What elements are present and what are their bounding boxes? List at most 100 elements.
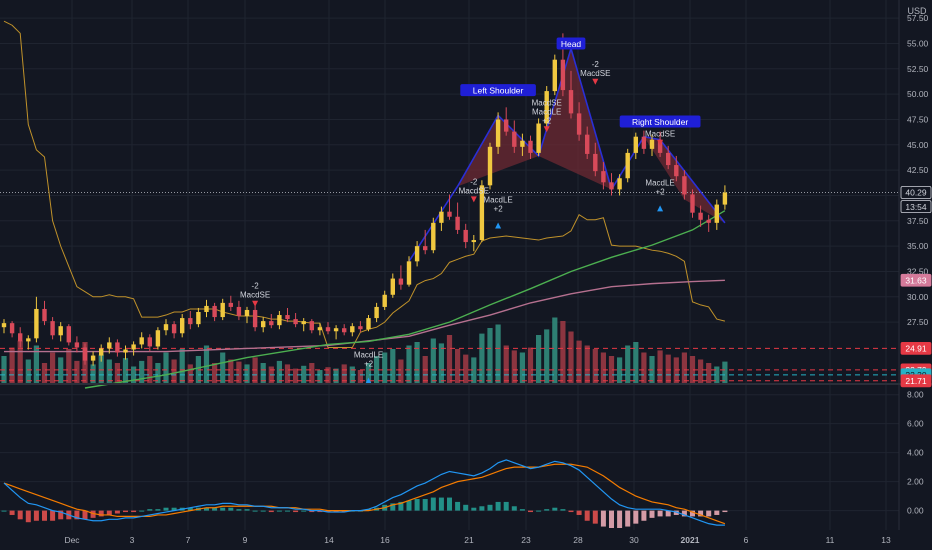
- macd-histogram-bar: [74, 510, 80, 520]
- volume-bar: [568, 331, 574, 384]
- macd-histogram-bar: [398, 501, 404, 511]
- candle-body: [212, 305, 217, 318]
- candle-body: [666, 152, 671, 166]
- macd-histogram-bar: [1, 510, 7, 512]
- candle-body: [58, 326, 63, 336]
- volume-bar: [293, 368, 299, 384]
- strategy-signals: -2MacdSEMacdLE+2-2MacdSEMacdLE+2MacdSEMa…: [240, 37, 701, 384]
- macd-histogram-bar: [430, 497, 436, 511]
- candle-body: [504, 119, 509, 132]
- candle-body: [155, 330, 161, 347]
- macd-axis[interactable]: 8.00 6.00 4.00 2.00 0.00: [907, 390, 924, 516]
- volume-bar: [309, 363, 315, 384]
- candle-body: [495, 119, 501, 147]
- candle-body: [552, 59, 557, 92]
- candle-body: [447, 211, 452, 217]
- macd-histogram-bar: [106, 510, 112, 515]
- macd-histogram-bar: [609, 510, 614, 528]
- candle-body: [285, 315, 290, 320]
- candle-body: [220, 302, 225, 318]
- candle-body: [131, 344, 136, 350]
- candle-body: [463, 229, 468, 243]
- price-tag-label: 13:54: [905, 202, 927, 212]
- volume-bar: [689, 356, 696, 384]
- time-tick-label: 23: [521, 535, 531, 545]
- currency-label: USD: [907, 6, 927, 16]
- candle-body: [601, 171, 606, 183]
- macd-histogram-bar: [236, 509, 242, 511]
- candle-body: [74, 342, 80, 348]
- volume-bar: [390, 349, 396, 384]
- macd-histogram-bar: [131, 510, 137, 513]
- time-axis[interactable]: Dec 3 7 9 14 16 21 23 28 30 2021 6 11 13: [64, 535, 891, 545]
- price-tag-label: 40.29: [905, 188, 927, 198]
- macd-histogram-bar: [268, 510, 274, 513]
- macd-histogram-bar: [333, 510, 339, 513]
- candle-body: [325, 327, 331, 332]
- candle-body: [204, 305, 209, 312]
- volume-bar: [544, 329, 550, 384]
- volume-bar: [479, 333, 485, 384]
- macd-histogram-bar: [163, 507, 169, 511]
- volume-bar: [714, 366, 720, 384]
- time-tick-label: 7: [186, 535, 191, 545]
- macd-histogram-bar: [438, 497, 444, 511]
- candle-body: [107, 342, 112, 349]
- macd-histogram-bar: [544, 509, 550, 511]
- volume-bar: [722, 361, 728, 384]
- signal-label: +2: [364, 360, 374, 369]
- macd-histogram-bar: [325, 510, 331, 513]
- price-tick-label: 52.50: [907, 64, 929, 74]
- time-tick-label: 30: [629, 535, 639, 545]
- macd-histogram-bar: [471, 507, 477, 511]
- volume-bar: [25, 359, 31, 384]
- signal-label: -2: [252, 282, 260, 291]
- candle-body: [82, 347, 88, 361]
- macd-histogram-bar: [187, 507, 193, 511]
- volume-bar: [584, 345, 590, 384]
- macd-histogram-bar: [42, 510, 47, 521]
- candle-body: [236, 306, 242, 317]
- volume-bar: [365, 363, 372, 384]
- macd-histogram-bar: [422, 499, 428, 511]
- signal-label: MacdLE: [354, 351, 383, 360]
- candle-body: [139, 337, 144, 345]
- candle-body: [293, 319, 298, 325]
- macd-histogram-bar: [511, 506, 517, 511]
- macd-tick-label: 4.00: [907, 448, 924, 458]
- macd-line: [3, 459, 725, 526]
- candle-body: [520, 140, 525, 147]
- candle-body: [301, 321, 306, 325]
- candle-body: [649, 139, 655, 149]
- candle-body: [536, 123, 541, 153]
- macd-histogram-bar: [147, 509, 153, 511]
- macd-histogram-bar: [625, 510, 631, 527]
- candle-body: [9, 323, 15, 334]
- time-tick-label: 3: [130, 535, 135, 545]
- pattern-label-box: [619, 115, 701, 128]
- macd-histogram-bar: [390, 503, 396, 511]
- candle-body: [479, 185, 485, 241]
- time-tick-label: 28: [573, 535, 583, 545]
- macd-histogram-bar: [681, 510, 687, 517]
- macd-histogram-bar: [463, 504, 469, 511]
- candle-body: [390, 278, 395, 295]
- macd-histogram-bar: [301, 510, 307, 512]
- volume-bar: [519, 352, 525, 384]
- volume-bar: [155, 363, 161, 384]
- signal-arrow: [252, 300, 259, 307]
- volume-bar: [357, 370, 363, 384]
- volume-bar: [276, 360, 282, 384]
- volume-bar: [617, 357, 623, 384]
- time-tick-label: 11: [826, 535, 835, 545]
- volume-bar: [179, 349, 185, 384]
- stop-line: [3, 20, 726, 348]
- horizontal-levels: [0, 192, 899, 382]
- macd-histogram-bar: [260, 510, 266, 512]
- candlesticks: [1, 33, 728, 366]
- candle-body: [366, 318, 371, 330]
- candle-body: [706, 219, 711, 223]
- volume-bar: [163, 352, 169, 384]
- macd-histogram-bar: [722, 510, 728, 513]
- candle-body: [163, 324, 169, 331]
